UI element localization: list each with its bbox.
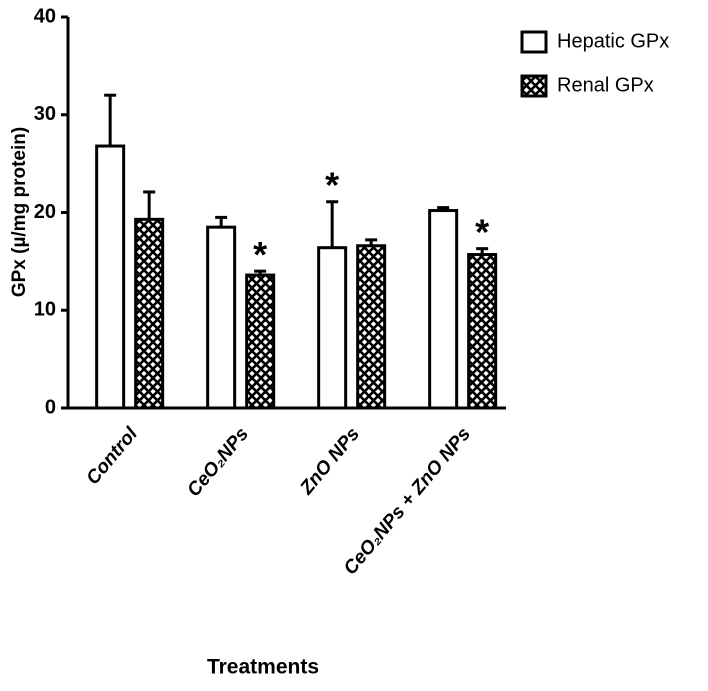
bar	[245, 273, 276, 410]
x-tick-label: Control	[82, 423, 142, 489]
legend-label: Hepatic GPx	[557, 30, 669, 52]
significance-mark: *	[253, 234, 267, 275]
bar	[317, 246, 348, 410]
legend-swatch	[520, 30, 548, 54]
bar	[206, 225, 237, 410]
x-axis-label: Treatments	[207, 656, 319, 679]
y-tick-label: 30	[34, 103, 56, 125]
y-axis-label: GPx (µ/mg protein)	[9, 127, 30, 297]
significance-mark: *	[475, 212, 489, 253]
significance-mark: *	[325, 165, 339, 206]
x-tick-label: CeO₂NPs + ZnO NPs	[340, 424, 475, 579]
legend-swatch	[520, 74, 548, 98]
y-tick-label: 20	[34, 201, 56, 223]
y-tick-label: 10	[34, 299, 56, 321]
bar	[134, 217, 165, 410]
x-tick-label: CeO₂NPs	[183, 424, 253, 501]
bar	[467, 253, 498, 410]
bar	[95, 144, 126, 410]
legend-label: Renal GPx	[557, 74, 654, 96]
x-tick-label: ZnO NPs	[296, 424, 364, 500]
bar	[356, 244, 387, 410]
bar	[428, 209, 459, 410]
y-tick-label: 0	[45, 396, 56, 418]
y-tick-label: 40	[34, 5, 56, 27]
